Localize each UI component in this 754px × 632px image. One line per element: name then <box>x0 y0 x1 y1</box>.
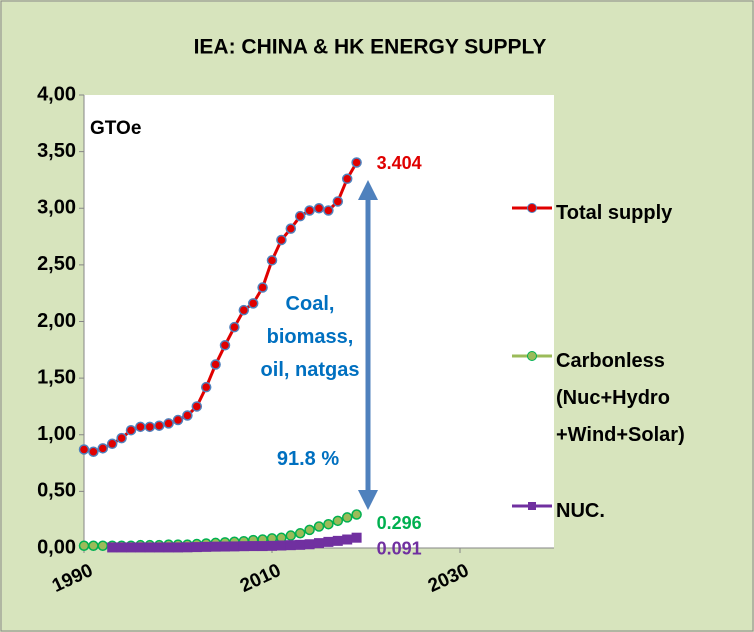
legend-marker <box>528 502 536 510</box>
data-point <box>135 421 146 433</box>
data-point <box>332 535 343 546</box>
data-label: 3.404 <box>377 153 422 173</box>
data-point <box>247 298 259 309</box>
data-point <box>97 540 109 551</box>
data-point <box>285 223 297 234</box>
data-point <box>266 255 278 266</box>
y-tick-label: 3,50 <box>37 140 76 162</box>
data-point <box>210 541 221 552</box>
legend-label: NUC. <box>556 500 605 522</box>
data-point <box>342 534 353 545</box>
data-point <box>153 420 165 431</box>
data-point <box>257 541 268 552</box>
data-point <box>314 538 324 549</box>
data-point <box>163 542 174 553</box>
data-point <box>304 524 315 536</box>
data-point <box>323 536 334 547</box>
data-point <box>97 443 109 454</box>
data-point <box>125 424 137 436</box>
data-point <box>285 540 296 551</box>
data-point <box>313 521 325 532</box>
data-point <box>210 359 221 370</box>
data-point <box>295 539 306 550</box>
data-point <box>341 173 353 185</box>
data-point <box>351 532 362 543</box>
data-point <box>229 321 240 333</box>
chart-title: IEA: CHINA & HK ENERGY SUPPLY <box>194 36 547 59</box>
y-tick-label: 2,00 <box>37 310 76 332</box>
legend-label: Carbonless (Nuc+Hydro +Wind+Solar) <box>556 350 685 446</box>
y-tick-label: 2,50 <box>37 253 76 275</box>
data-point <box>238 541 249 552</box>
data-point <box>78 540 90 551</box>
data-point <box>182 542 193 553</box>
y-tick-label: 1,00 <box>37 423 76 445</box>
data-point <box>163 418 174 429</box>
data-point <box>229 541 240 552</box>
data-point <box>248 541 259 552</box>
data-point <box>126 542 136 553</box>
x-tick-label: 1990 <box>49 560 96 597</box>
data-point <box>238 304 250 316</box>
data-point <box>172 414 184 426</box>
data-point <box>144 542 155 553</box>
data-point <box>107 542 118 553</box>
plot-area <box>84 95 554 548</box>
data-point <box>191 401 203 412</box>
data-point <box>200 381 212 393</box>
data-point <box>116 432 127 444</box>
data-point <box>332 515 344 527</box>
x-tick-label: 2010 <box>237 560 284 597</box>
y-tick-label: 4,00 <box>37 83 76 105</box>
data-point <box>88 446 99 457</box>
data-point <box>201 541 212 552</box>
data-point <box>332 196 344 207</box>
data-point <box>116 542 127 553</box>
data-point <box>313 203 325 214</box>
data-point <box>173 542 183 553</box>
data-point <box>219 340 231 351</box>
data-point <box>182 410 193 421</box>
data-point <box>257 282 268 293</box>
data-point <box>351 509 362 520</box>
data-label: 0.296 <box>377 513 422 533</box>
y-tick-label: 3,00 <box>37 197 76 219</box>
data-point <box>276 540 287 551</box>
data-point <box>154 542 165 553</box>
data-point <box>294 528 306 539</box>
data-point <box>323 205 334 216</box>
data-point <box>351 157 362 168</box>
legend-marker <box>527 351 537 361</box>
x-tick-label: 2030 <box>425 560 472 597</box>
data-point <box>220 541 230 552</box>
data-point <box>135 542 146 553</box>
data-point <box>304 539 315 550</box>
y-axis-label: GTOe <box>90 118 141 139</box>
data-point <box>78 444 90 455</box>
y-tick-label: 1,50 <box>37 366 76 388</box>
legend-marker <box>527 203 537 213</box>
data-point <box>294 210 306 222</box>
y-tick-label: 0,00 <box>37 536 76 558</box>
annotation: Coal, biomass, oil, natgas <box>260 293 360 381</box>
data-point <box>191 542 202 553</box>
data-point <box>285 530 297 541</box>
data-point <box>341 512 353 523</box>
data-point <box>323 518 334 530</box>
data-point <box>304 205 315 216</box>
data-point <box>267 540 277 551</box>
data-point <box>276 234 287 246</box>
data-label: 0.091 <box>377 538 422 558</box>
data-point <box>144 421 156 433</box>
data-point <box>88 540 99 551</box>
legend-label: Total supply <box>556 202 673 224</box>
y-tick-label: 0,50 <box>37 480 76 502</box>
data-point <box>106 438 118 450</box>
annotation: 91.8 % <box>276 448 340 470</box>
